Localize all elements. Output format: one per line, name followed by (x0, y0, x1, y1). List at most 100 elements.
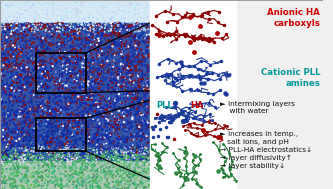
Point (107, 77, 112, 80)
Point (90, 98, 95, 101)
Point (105, 137, 110, 140)
Point (66, 102, 71, 105)
Point (133, 72, 139, 75)
Point (71, 48, 77, 51)
Point (43, 164, 48, 167)
Point (117, 165, 122, 168)
Point (89, 155, 94, 158)
Point (51, 107, 56, 110)
Point (128, 32, 134, 35)
Point (131, 139, 137, 142)
Point (24, 112, 30, 115)
Point (73, 162, 79, 165)
Point (94, 158, 99, 161)
Point (12, 137, 17, 140)
Point (116, 106, 122, 109)
Point (14, 128, 19, 131)
Point (14, 114, 19, 117)
Point (46, 141, 51, 144)
Point (94, 186, 99, 189)
Point (46, 146, 51, 149)
Point (122, 138, 127, 141)
Point (96, 31, 101, 34)
Point (5, 160, 10, 163)
Point (107, 106, 112, 109)
Point (40, 28, 46, 31)
Point (73, 155, 78, 158)
Point (21, 97, 26, 100)
Point (93, 69, 98, 72)
Point (24, 174, 29, 177)
Point (80, 43, 85, 46)
Point (66, 153, 71, 156)
Point (11, 56, 17, 59)
Point (92, 28, 97, 31)
Point (43, 128, 48, 131)
Point (11, 50, 16, 53)
Point (76, 26, 81, 29)
Point (53, 151, 58, 154)
Point (40, 63, 45, 66)
Point (11, 143, 17, 146)
Point (145, 106, 150, 109)
Point (9, 45, 14, 48)
Point (11, 110, 17, 113)
Point (62, 105, 67, 108)
Point (117, 156, 122, 160)
Point (122, 164, 127, 167)
Point (118, 40, 124, 43)
Point (43, 173, 48, 176)
Point (145, 111, 150, 114)
Point (110, 161, 115, 164)
Point (12, 152, 18, 155)
Point (84, 148, 89, 151)
Point (94, 17, 99, 20)
Point (135, 96, 141, 99)
Point (3, 25, 9, 28)
Point (112, 31, 117, 34)
Point (13, 17, 19, 20)
Point (126, 35, 132, 38)
Point (29, 156, 35, 159)
Point (85, 2, 90, 5)
Point (129, 90, 134, 93)
Point (144, 92, 149, 95)
Point (44, 114, 49, 117)
Point (18, 178, 23, 181)
Point (23, 76, 28, 79)
Point (106, 99, 112, 102)
Point (26, 140, 32, 143)
Point (98, 47, 103, 50)
Point (62, 159, 67, 162)
Point (27, 151, 33, 154)
Point (103, 86, 109, 89)
Point (67, 107, 73, 110)
Point (76, 150, 81, 153)
Point (22, 36, 28, 39)
Point (88, 155, 93, 158)
Point (63, 126, 69, 129)
Point (123, 155, 128, 158)
Point (112, 61, 117, 64)
Point (120, 67, 126, 70)
Point (84, 30, 90, 33)
Point (117, 38, 122, 41)
Point (100, 147, 105, 150)
Point (126, 69, 132, 72)
Point (37, 161, 43, 164)
Point (44, 134, 49, 137)
Point (29, 121, 34, 124)
Point (2, 156, 7, 159)
Point (1, 161, 6, 164)
Point (48, 139, 53, 142)
Point (109, 123, 114, 126)
Point (115, 159, 120, 162)
Point (114, 151, 120, 154)
Point (91, 62, 96, 65)
Point (10, 178, 15, 181)
Point (0, 135, 6, 138)
Point (1, 13, 6, 16)
Point (6, 97, 11, 100)
Point (42, 137, 47, 140)
Point (98, 42, 103, 45)
